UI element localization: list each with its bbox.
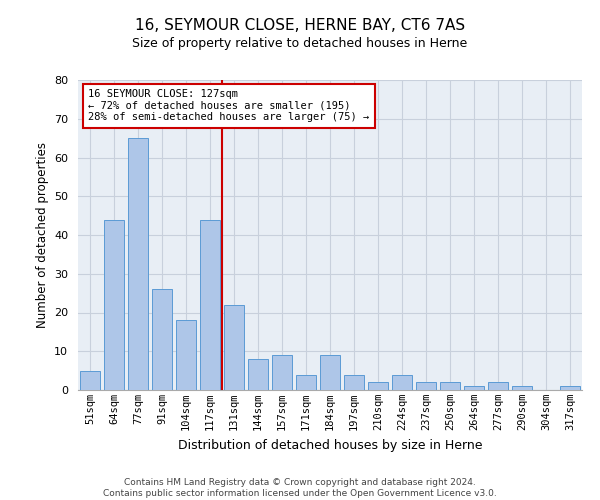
Bar bbox=[152, 289, 172, 390]
Bar bbox=[200, 220, 220, 390]
Text: 16, SEYMOUR CLOSE, HERNE BAY, CT6 7AS: 16, SEYMOUR CLOSE, HERNE BAY, CT6 7AS bbox=[135, 18, 465, 32]
Y-axis label: Number of detached properties: Number of detached properties bbox=[35, 142, 49, 328]
Bar bbox=[392, 374, 412, 390]
Bar bbox=[440, 382, 460, 390]
Bar bbox=[296, 374, 316, 390]
Bar bbox=[416, 382, 436, 390]
Text: Contains HM Land Registry data © Crown copyright and database right 2024.
Contai: Contains HM Land Registry data © Crown c… bbox=[103, 478, 497, 498]
Bar bbox=[488, 382, 508, 390]
Bar bbox=[320, 355, 340, 390]
Bar bbox=[512, 386, 532, 390]
X-axis label: Distribution of detached houses by size in Herne: Distribution of detached houses by size … bbox=[178, 438, 482, 452]
Bar bbox=[560, 386, 580, 390]
Bar bbox=[344, 374, 364, 390]
Text: 16 SEYMOUR CLOSE: 127sqm
← 72% of detached houses are smaller (195)
28% of semi-: 16 SEYMOUR CLOSE: 127sqm ← 72% of detach… bbox=[88, 90, 370, 122]
Bar bbox=[368, 382, 388, 390]
Bar bbox=[272, 355, 292, 390]
Bar bbox=[80, 370, 100, 390]
Bar bbox=[248, 359, 268, 390]
Bar bbox=[104, 220, 124, 390]
Bar bbox=[176, 320, 196, 390]
Bar bbox=[464, 386, 484, 390]
Text: Size of property relative to detached houses in Herne: Size of property relative to detached ho… bbox=[133, 38, 467, 51]
Bar bbox=[128, 138, 148, 390]
Bar bbox=[224, 304, 244, 390]
